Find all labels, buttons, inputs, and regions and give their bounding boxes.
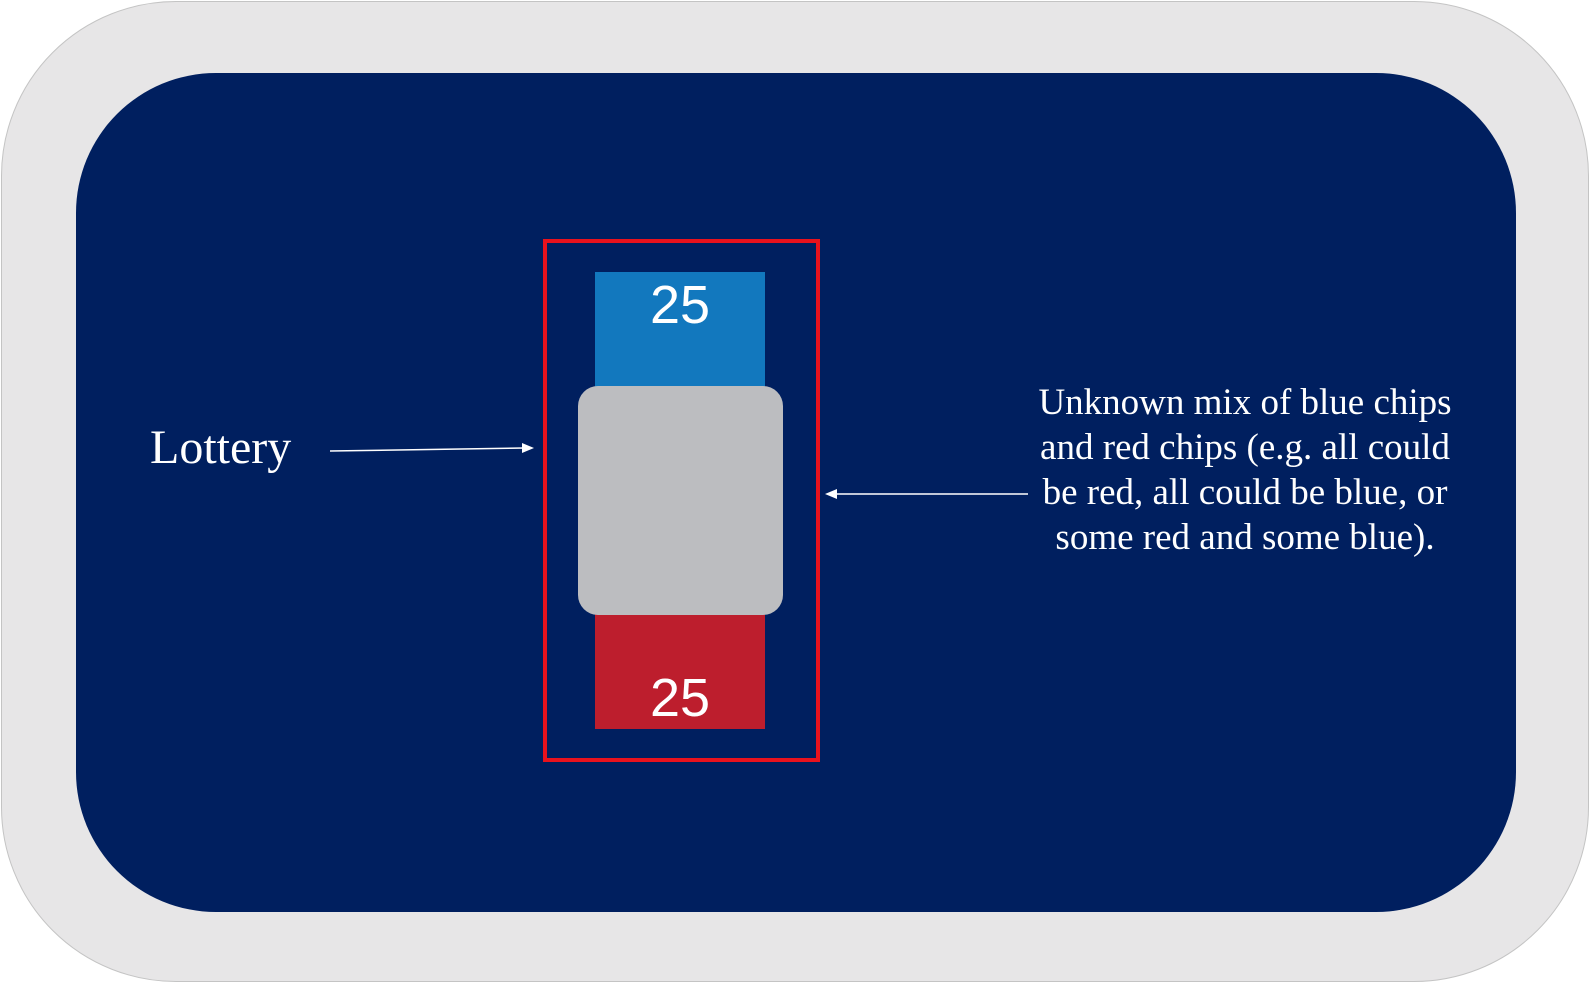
lottery-label: Lottery: [150, 421, 292, 474]
lottery-outline-box: [543, 239, 820, 762]
blue-chip-count: 25: [649, 275, 711, 335]
unknown-mix-cover: [578, 386, 783, 615]
inner-panel: [76, 73, 1516, 912]
unknown-mix-description: Unknown mix of blue chips and red chips …: [1038, 382, 1452, 558]
red-chip-block: 25: [595, 614, 765, 729]
red-chip-count: 25: [649, 668, 711, 728]
blue-chip-block: 25: [595, 272, 765, 387]
